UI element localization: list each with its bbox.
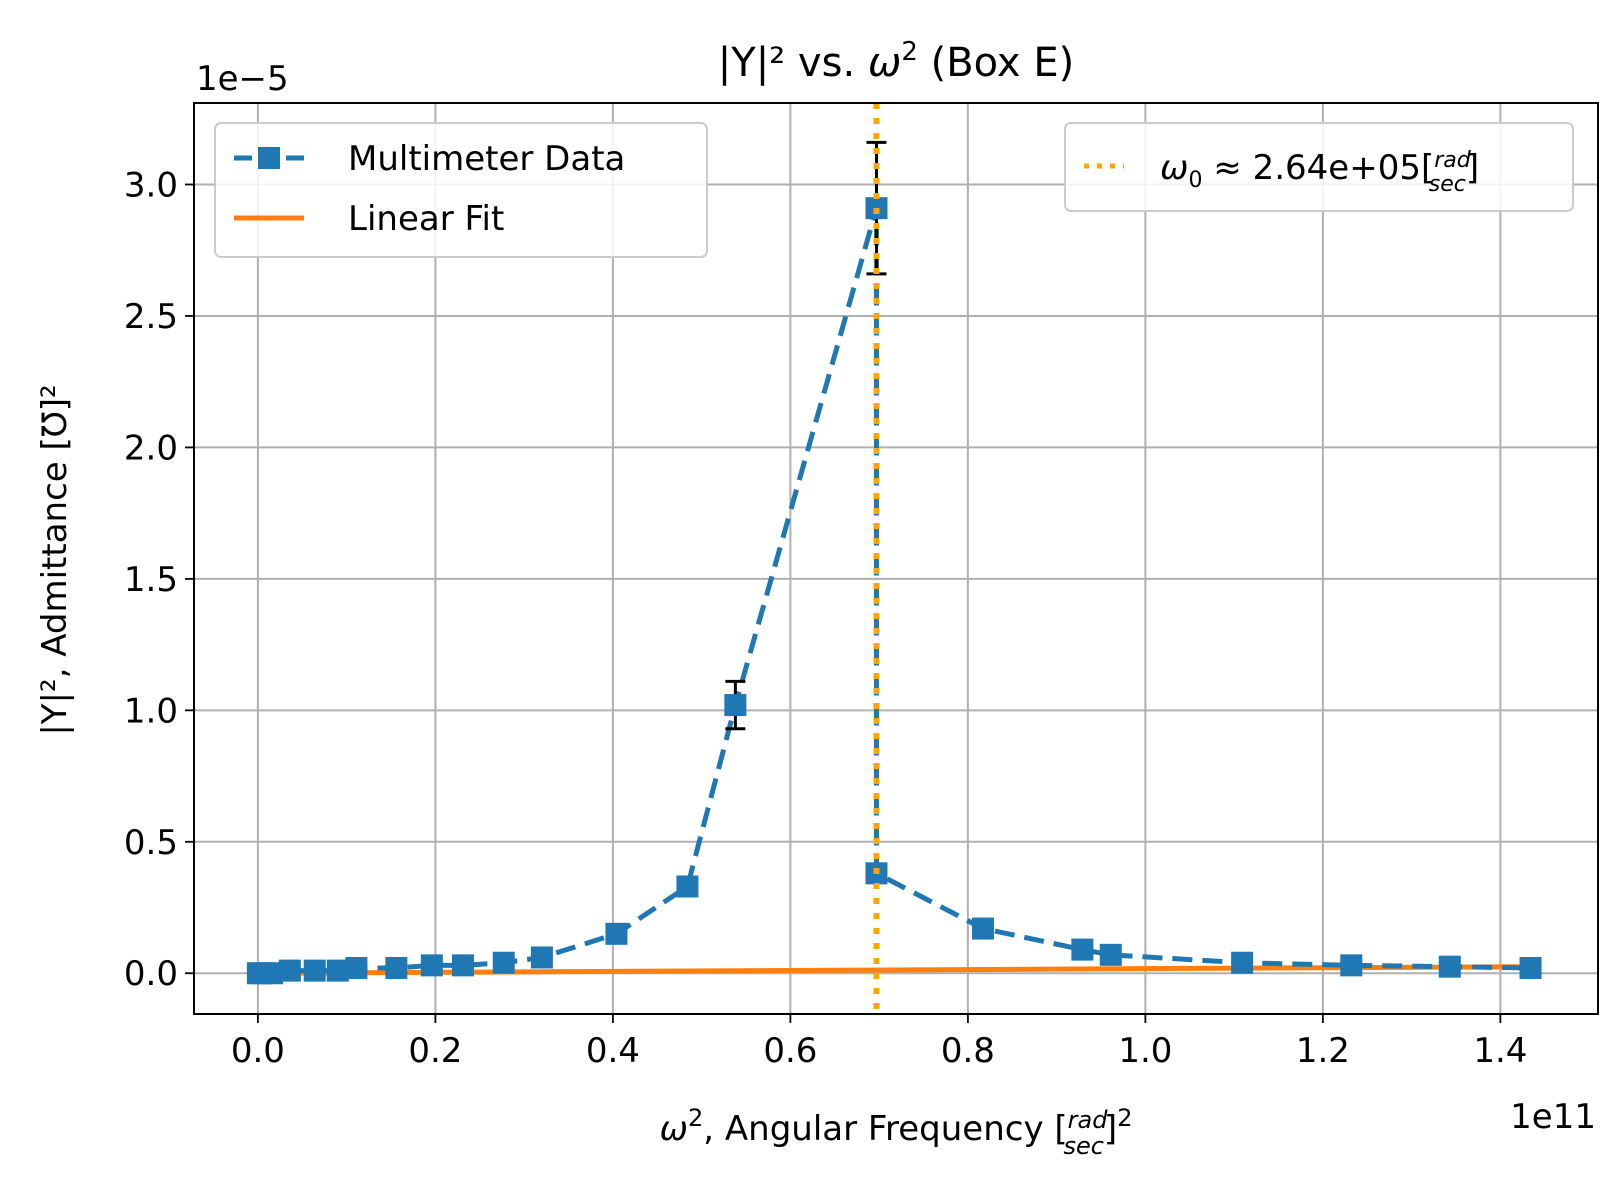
data-point bbox=[492, 951, 515, 974]
x-tick-label: 0.0 bbox=[231, 1031, 285, 1071]
data-point bbox=[1438, 955, 1461, 978]
data-point bbox=[420, 954, 443, 977]
x-tick-label: 1.4 bbox=[1473, 1031, 1527, 1071]
y-offset-label: 1e−5 bbox=[196, 59, 289, 99]
plot-frame bbox=[193, 102, 1599, 1015]
data-point bbox=[1099, 943, 1122, 966]
x-tick-label: 1.2 bbox=[1296, 1031, 1350, 1071]
y-tick-label: 1.5 bbox=[124, 560, 178, 600]
legend-data-marker-swatch bbox=[258, 147, 280, 169]
data-point bbox=[385, 956, 408, 979]
data-point bbox=[451, 954, 474, 977]
data-point bbox=[278, 959, 301, 982]
legend-main: Multimeter Data Linear Fit bbox=[214, 122, 708, 258]
x-tick-label: 0.6 bbox=[763, 1031, 817, 1071]
x-offset-label: 1e11 bbox=[1510, 1097, 1596, 1137]
data-point bbox=[345, 956, 368, 979]
data-point bbox=[1340, 954, 1363, 977]
y-tick-label: 2.5 bbox=[124, 297, 178, 337]
data-point bbox=[1231, 951, 1254, 974]
legend-resonance: ω0 ≈ 2.64e+05[rad sec] bbox=[1064, 122, 1574, 212]
data-point bbox=[303, 959, 326, 982]
legend-main-frame bbox=[214, 122, 708, 258]
y-axis-label: |Y|², Admittance [Ʊ]² bbox=[35, 384, 75, 735]
legend-label-multimeter: Multimeter Data bbox=[348, 139, 625, 179]
x-tick-label: 1.0 bbox=[1118, 1031, 1172, 1071]
data-point bbox=[326, 959, 349, 982]
legend-resonance-frame bbox=[1064, 122, 1574, 212]
data-point bbox=[1519, 956, 1542, 979]
data-point bbox=[724, 694, 747, 717]
x-axis-label: ω2, Angular Frequency [rad sec]2 bbox=[660, 1104, 1133, 1160]
y-tick-label: 0.5 bbox=[124, 823, 178, 863]
y-tick-label: 2.0 bbox=[124, 428, 178, 468]
data-point bbox=[605, 922, 628, 945]
data-point bbox=[261, 962, 284, 985]
y-tick-label: 3.0 bbox=[124, 166, 178, 206]
y-tick-label: 1.0 bbox=[124, 691, 178, 731]
x-tick-label: 0.8 bbox=[941, 1031, 995, 1071]
y-tick-label: 0.0 bbox=[124, 954, 178, 994]
y-ticks: 0.0 0.5 1.0 1.5 2.0 2.5 3.0 bbox=[124, 166, 194, 994]
x-tick-label: 0.2 bbox=[408, 1031, 462, 1071]
data-series-layer bbox=[246, 140, 1542, 985]
data-point bbox=[530, 946, 553, 969]
grid bbox=[194, 103, 1598, 1014]
chart-title: |Y|² vs. ω2 (Box E) bbox=[718, 37, 1074, 86]
data-point bbox=[676, 875, 699, 898]
legend-label-resonance: ω0 ≈ 2.64e+05[rad sec] bbox=[1160, 148, 1479, 197]
data-point bbox=[1071, 938, 1094, 961]
x-tick-label: 0.4 bbox=[586, 1031, 640, 1071]
legend-label-linear-fit: Linear Fit bbox=[348, 199, 504, 239]
data-point bbox=[971, 917, 994, 940]
x-ticks: 0.0 0.2 0.4 0.6 0.8 1.0 1.2 1.4 bbox=[231, 1014, 1527, 1071]
